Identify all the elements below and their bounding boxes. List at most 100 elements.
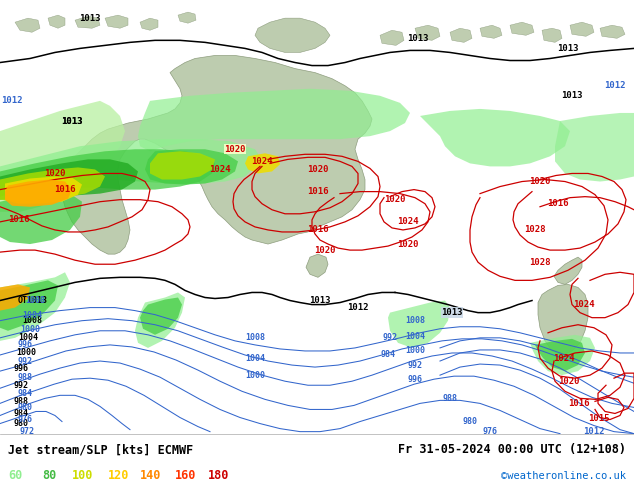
Polygon shape xyxy=(75,16,100,28)
Text: 996: 996 xyxy=(408,375,422,384)
Text: 160: 160 xyxy=(175,469,197,483)
Polygon shape xyxy=(5,179,72,207)
Polygon shape xyxy=(420,109,570,167)
Text: 1004: 1004 xyxy=(18,333,38,343)
Text: 1016: 1016 xyxy=(8,215,30,224)
Text: 1028: 1028 xyxy=(524,225,546,234)
Polygon shape xyxy=(0,284,30,311)
Text: 1013: 1013 xyxy=(79,14,101,23)
Text: 1012: 1012 xyxy=(1,97,23,105)
Text: 1020: 1020 xyxy=(384,195,406,204)
Text: 1004: 1004 xyxy=(22,311,42,320)
Polygon shape xyxy=(62,55,372,254)
Polygon shape xyxy=(255,18,330,52)
Text: 1016: 1016 xyxy=(55,185,75,194)
Polygon shape xyxy=(245,153,280,173)
Text: 100: 100 xyxy=(72,469,93,483)
Text: 984: 984 xyxy=(18,389,33,398)
Text: 1020: 1020 xyxy=(307,165,329,174)
Polygon shape xyxy=(530,335,595,375)
Text: Fr 31-05-2024 00:00 UTC (12+108): Fr 31-05-2024 00:00 UTC (12+108) xyxy=(398,443,626,456)
Text: 992: 992 xyxy=(408,361,422,369)
Polygon shape xyxy=(0,280,58,331)
Text: 1013: 1013 xyxy=(557,44,579,53)
Text: 120: 120 xyxy=(108,469,129,483)
Text: 996: 996 xyxy=(14,364,29,372)
Text: 180: 180 xyxy=(208,469,230,483)
Text: 992: 992 xyxy=(14,381,29,390)
Text: 980: 980 xyxy=(462,417,477,426)
Polygon shape xyxy=(542,28,562,42)
Text: 1016: 1016 xyxy=(307,187,329,196)
Text: 1016: 1016 xyxy=(569,399,590,408)
Text: 1004: 1004 xyxy=(245,353,265,363)
Polygon shape xyxy=(0,194,82,244)
Text: 1012: 1012 xyxy=(583,427,605,436)
Text: 980: 980 xyxy=(14,419,29,428)
Text: 1020: 1020 xyxy=(529,177,551,186)
Text: 1013: 1013 xyxy=(61,117,83,125)
Text: 984: 984 xyxy=(380,350,396,360)
Text: 976: 976 xyxy=(482,427,498,436)
Text: 1012: 1012 xyxy=(604,81,626,90)
Polygon shape xyxy=(140,297,182,335)
Text: 1028: 1028 xyxy=(529,258,551,267)
Text: 1020: 1020 xyxy=(559,377,580,386)
Text: 1000: 1000 xyxy=(245,370,265,380)
Text: 140: 140 xyxy=(140,469,162,483)
Polygon shape xyxy=(105,15,128,28)
Text: 992: 992 xyxy=(382,333,398,343)
Text: 1015: 1015 xyxy=(588,414,610,423)
Polygon shape xyxy=(450,28,472,42)
Text: 988: 988 xyxy=(14,397,29,406)
Text: 1024: 1024 xyxy=(553,353,575,363)
Polygon shape xyxy=(510,22,534,35)
Polygon shape xyxy=(5,176,82,204)
Text: 1008: 1008 xyxy=(22,316,42,325)
Polygon shape xyxy=(0,101,125,212)
Text: 1000: 1000 xyxy=(405,346,425,355)
Polygon shape xyxy=(480,25,502,38)
Text: 1013: 1013 xyxy=(61,117,83,125)
Text: 992: 992 xyxy=(18,357,33,366)
Text: 1016: 1016 xyxy=(307,225,329,234)
Text: 1013: 1013 xyxy=(441,308,463,317)
Polygon shape xyxy=(554,257,582,284)
Polygon shape xyxy=(0,272,70,341)
Polygon shape xyxy=(0,149,215,196)
Text: 1020: 1020 xyxy=(224,145,246,154)
Polygon shape xyxy=(600,25,625,38)
Polygon shape xyxy=(15,18,40,32)
Text: 988: 988 xyxy=(18,373,33,382)
Text: 1016: 1016 xyxy=(547,199,569,208)
Polygon shape xyxy=(135,293,185,348)
Text: 1020: 1020 xyxy=(398,240,418,248)
Text: 1013: 1013 xyxy=(309,296,331,305)
Text: 972: 972 xyxy=(20,427,35,436)
Polygon shape xyxy=(48,15,65,28)
Polygon shape xyxy=(150,151,215,179)
Text: 1000: 1000 xyxy=(16,348,36,358)
Text: OT1013: OT1013 xyxy=(18,296,48,305)
Text: 1008: 1008 xyxy=(245,333,265,343)
Polygon shape xyxy=(0,168,105,202)
Text: 1024: 1024 xyxy=(398,218,418,226)
Polygon shape xyxy=(538,284,588,355)
Text: 1024: 1024 xyxy=(209,165,231,174)
Polygon shape xyxy=(415,25,440,40)
Polygon shape xyxy=(380,30,404,46)
Polygon shape xyxy=(306,254,328,277)
Text: 1004: 1004 xyxy=(405,332,425,342)
Polygon shape xyxy=(145,149,238,185)
Text: 1012: 1012 xyxy=(347,303,369,312)
Polygon shape xyxy=(138,89,410,151)
Text: 1013: 1013 xyxy=(407,34,429,43)
Text: ©weatheronline.co.uk: ©weatheronline.co.uk xyxy=(501,471,626,481)
Text: 980: 980 xyxy=(18,403,33,412)
Text: 1020: 1020 xyxy=(44,169,66,178)
Polygon shape xyxy=(178,12,196,23)
Polygon shape xyxy=(535,339,585,371)
Polygon shape xyxy=(140,18,158,30)
Text: 984: 984 xyxy=(14,409,29,418)
Text: 1008: 1008 xyxy=(405,316,425,325)
